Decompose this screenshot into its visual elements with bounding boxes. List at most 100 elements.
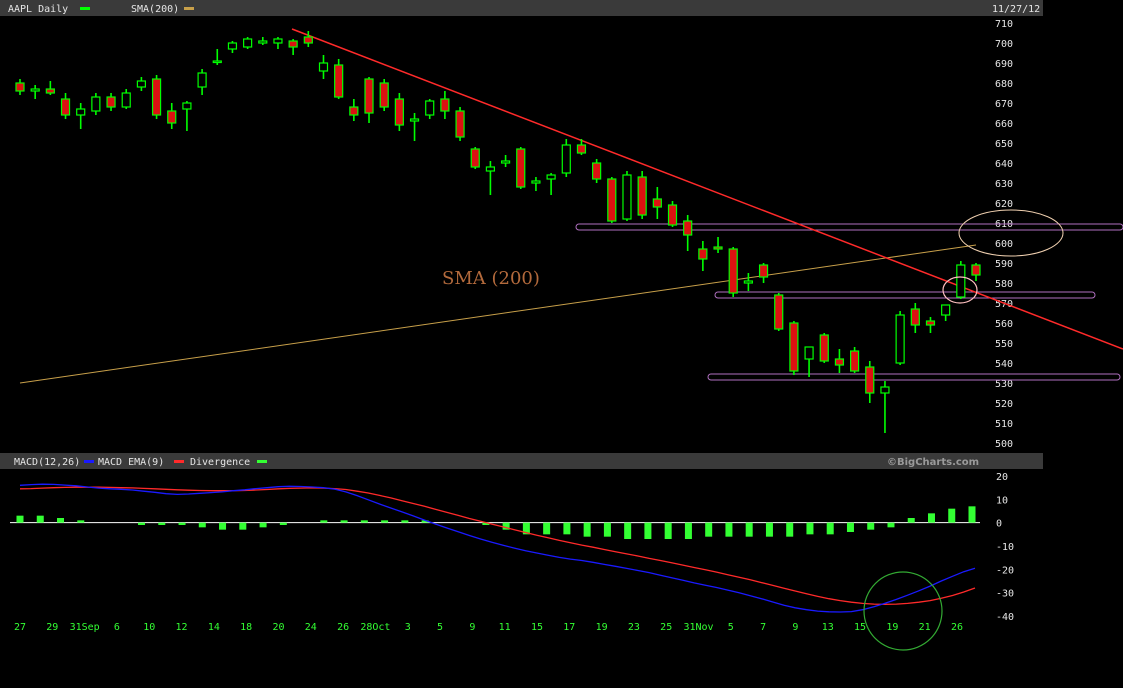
candle xyxy=(182,101,192,131)
candle-body-up xyxy=(30,88,40,92)
candle-body-down xyxy=(652,198,662,208)
histogram-bar xyxy=(502,522,510,530)
x-tick-label: 6 xyxy=(114,622,120,633)
legend-macd-swatch xyxy=(84,460,94,463)
price-tick-label: 670 xyxy=(995,99,1013,110)
macd-signal-line xyxy=(19,486,976,605)
histogram-bar xyxy=(907,518,915,523)
histogram-bar xyxy=(887,522,895,528)
candle-body-down xyxy=(15,82,25,92)
histogram-bar xyxy=(867,522,875,530)
horizontal-level xyxy=(575,223,1123,231)
candle xyxy=(728,247,738,297)
candle-body-up xyxy=(212,60,222,64)
macd-tick-label: -30 xyxy=(996,589,1014,600)
candle xyxy=(409,113,420,141)
x-tick-label: 21 xyxy=(919,622,931,633)
legend-macd-ema-label: MACD EMA(9) xyxy=(98,457,164,468)
candle-body-up xyxy=(804,346,814,360)
candle-body-down xyxy=(576,144,587,154)
candle xyxy=(455,107,465,141)
histogram-bar xyxy=(279,522,287,525)
horizontal-level xyxy=(707,373,1121,381)
candle xyxy=(880,381,890,433)
candle-body-down xyxy=(167,110,177,124)
horizontal-level xyxy=(714,291,1096,299)
macd-tick-label: -20 xyxy=(996,565,1014,576)
candle xyxy=(531,177,541,191)
price-tick-label: 510 xyxy=(995,419,1013,430)
candle-body-down xyxy=(607,178,617,222)
candle-body-down xyxy=(470,148,480,168)
candle-body-down xyxy=(850,350,860,372)
macd-tick-label: 10 xyxy=(996,495,1008,506)
candle xyxy=(576,139,587,155)
price-tick-label: 690 xyxy=(995,59,1013,70)
price-tick-label: 640 xyxy=(995,159,1013,170)
price-tick-label: 540 xyxy=(995,359,1013,370)
price-tick-label: 500 xyxy=(995,439,1013,450)
candle-body-down xyxy=(334,64,344,98)
candle xyxy=(76,103,86,129)
price-header-bar xyxy=(0,0,1043,16)
macd-line xyxy=(19,483,976,613)
price-tick-label: 620 xyxy=(995,199,1013,210)
histogram-bar xyxy=(259,522,267,528)
x-tick-label: 5 xyxy=(728,622,734,633)
candle-body-up xyxy=(956,264,966,298)
histogram-bar xyxy=(624,522,632,539)
candle-body-up xyxy=(485,166,496,172)
candle xyxy=(941,304,951,321)
candle xyxy=(971,263,981,281)
candle-body-up xyxy=(622,174,632,220)
candle-body-up xyxy=(941,304,951,316)
histogram-bar xyxy=(421,520,429,523)
candle xyxy=(819,333,829,363)
x-tick-label: 7 xyxy=(760,622,766,633)
histogram-bar xyxy=(57,518,65,523)
candle-body-up xyxy=(182,102,192,110)
candle xyxy=(865,361,875,403)
candle xyxy=(440,91,450,119)
x-tick-label: 5 xyxy=(437,622,443,633)
x-tick-label: 19 xyxy=(596,622,608,633)
candle xyxy=(167,103,177,129)
chart-title: AAPL Daily xyxy=(8,4,68,15)
histogram-bar xyxy=(948,508,956,523)
candle-body-up xyxy=(500,160,511,164)
candle-body-up xyxy=(409,118,420,122)
candle-body-down xyxy=(758,264,769,278)
candle-body-down xyxy=(106,96,116,108)
candle xyxy=(425,99,435,119)
price-tick-label: 680 xyxy=(995,79,1013,90)
candle xyxy=(743,273,753,291)
histogram-bar xyxy=(16,515,24,523)
candle xyxy=(394,93,404,131)
candle-body-down xyxy=(455,110,465,138)
x-tick-label: 26 xyxy=(951,622,963,633)
candle xyxy=(834,349,845,373)
candle-body-down xyxy=(789,322,799,372)
legend-divergence-label: Divergence xyxy=(190,457,250,468)
histogram-bar xyxy=(198,522,206,528)
chart-date: 11/27/12 xyxy=(992,4,1040,15)
histogram-bar xyxy=(725,522,733,537)
price-tick-label: 570 xyxy=(995,299,1013,310)
candle-body-down xyxy=(349,106,359,116)
candle-body-up xyxy=(531,180,541,184)
price-tick-label: 580 xyxy=(995,279,1013,290)
histogram-bar xyxy=(684,522,692,539)
candle-body-down xyxy=(834,358,845,366)
macd-tick-label: 0 xyxy=(996,519,1002,530)
candle xyxy=(774,293,784,331)
price-tick-label: 600 xyxy=(995,239,1013,250)
candle-body-down xyxy=(713,246,723,250)
x-tick-label: 26 xyxy=(337,622,349,633)
macd-header-bar xyxy=(0,453,1043,469)
histogram-bar xyxy=(583,522,591,537)
x-tick-label: 19 xyxy=(886,622,898,633)
candle-body-down xyxy=(728,248,738,294)
crossover-circle xyxy=(863,571,943,651)
candle-body-down xyxy=(683,220,693,236)
